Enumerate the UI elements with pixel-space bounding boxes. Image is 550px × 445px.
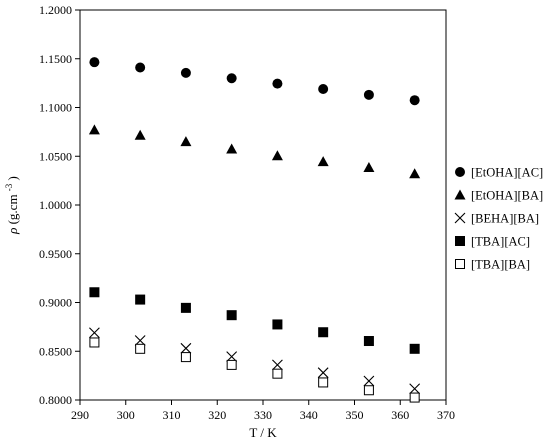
data-point-behaba: [363, 375, 375, 387]
x-tick-label: 310: [163, 408, 181, 422]
y-tick-label: 0.9000: [39, 296, 72, 310]
x-tick-label: 340: [300, 408, 318, 422]
data-point-etohaac: [272, 78, 283, 89]
legend-marker-tbaac: [455, 236, 465, 246]
data-point-tbaba: [89, 337, 100, 348]
data-point-tbaac: [409, 343, 420, 354]
data-point-tbaac: [272, 319, 283, 330]
legend-label-tbaba: [TBA][BA]: [471, 258, 530, 272]
data-point-etohaac: [89, 57, 100, 68]
y-axis-label-symbol: ρ: [5, 228, 20, 235]
data-point-behaba: [272, 359, 283, 371]
x-tick-label: 290: [71, 408, 89, 422]
data-point-etohaba: [88, 124, 100, 135]
data-point-behaba: [89, 327, 100, 339]
y-axis-label-close: ): [5, 176, 20, 180]
data-point-etohaac: [226, 73, 237, 84]
plot-area: [79, 9, 447, 401]
data-point-behaba: [317, 367, 329, 379]
y-axis-label-unit: (g.cm: [5, 194, 20, 224]
x-axis-label: T / K: [249, 425, 277, 440]
y-tick-label: 1.1000: [39, 101, 72, 115]
legend-label-etohaba: [EtOHA][BA]: [471, 189, 543, 203]
data-point-etohaba: [363, 161, 375, 172]
legend-label-behaba: [BEHA][BA]: [471, 212, 539, 226]
data-point-etohaba: [409, 168, 421, 179]
data-point-tbaba: [180, 352, 191, 363]
data-points: [88, 57, 421, 403]
data-point-tbaac: [89, 287, 100, 298]
legend-marker-etohaac: [455, 167, 465, 177]
data-point-etohaba: [226, 143, 238, 154]
data-point-behaba: [180, 342, 192, 354]
data-point-etohaba: [271, 150, 283, 161]
data-point-tbaba: [226, 359, 237, 370]
data-point-behaba: [409, 383, 421, 395]
y-tick-label: 1.1500: [39, 52, 72, 66]
data-point-tbaba: [318, 377, 329, 388]
legend-marker-behaba: [454, 212, 466, 224]
y-tick-label: 1.2000: [39, 3, 72, 17]
data-point-tbaba: [135, 343, 146, 354]
data-point-etohaba: [134, 129, 146, 140]
data-point-tbaac: [180, 302, 191, 313]
data-point-tbaba: [272, 368, 283, 379]
x-tick-label: 350: [346, 408, 364, 422]
data-point-tbaba: [363, 385, 374, 396]
data-point-etohaac: [363, 89, 374, 100]
legend: [EtOHA][AC] [EtOHA][BA] [BEHA][BA] [TBA][AC…: [454, 166, 543, 272]
data-point-etohaba: [317, 156, 329, 167]
data-point-tbaac: [135, 294, 146, 305]
data-point-etohaac: [318, 83, 329, 94]
y-tick-label: 1.0000: [39, 198, 72, 212]
data-point-tbaac: [318, 327, 329, 338]
legend-label-tbaac: [TBA][AC]: [471, 235, 530, 249]
legend-marker-etohaba: [454, 189, 466, 200]
y-tick-label: 0.8000: [39, 393, 72, 407]
data-point-etohaac: [409, 95, 420, 106]
data-point-tbaba: [409, 392, 420, 403]
x-tick-label: 370: [437, 408, 455, 422]
y-axis-label: ρ (g.cm -3 ): [0, 176, 20, 235]
y-axis: 0.8000 0.8500 0.9000 0.9500 1.0000 1.0500 1.10…: [39, 3, 80, 407]
data-point-etohaac: [135, 62, 146, 73]
legend-marker-tbaba: [455, 259, 465, 269]
data-point-etohaac: [180, 67, 191, 78]
y-axis-label-exponent: -3: [4, 183, 14, 191]
x-axis: 290 300 310 320 330 340 350 360 370: [71, 400, 455, 422]
data-point-tbaac: [363, 336, 374, 347]
x-tick-label: 360: [391, 408, 409, 422]
data-point-etohaba: [180, 136, 192, 147]
y-tick-label: 1.0500: [39, 149, 72, 163]
x-tick-label: 330: [254, 408, 272, 422]
x-tick-label: 320: [208, 408, 226, 422]
y-tick-label: 0.8500: [39, 344, 72, 358]
x-tick-label: 300: [117, 408, 135, 422]
y-tick-label: 0.9500: [39, 247, 72, 261]
legend-label-etohaac: [EtOHA][AC]: [471, 166, 543, 180]
data-point-tbaac: [226, 310, 237, 321]
